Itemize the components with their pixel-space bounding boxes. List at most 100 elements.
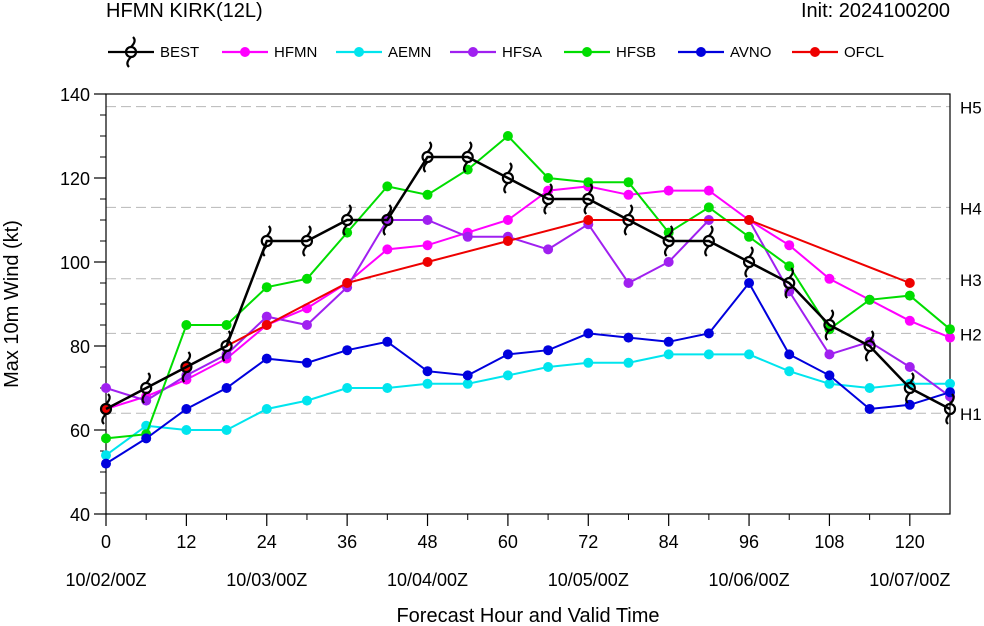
series-avno-point — [502, 349, 513, 360]
series-best-point-arm-top — [265, 225, 272, 237]
series-hfsa-line — [105, 219, 951, 402]
series-avno-point — [784, 349, 795, 360]
x-tick-label-84: 84 — [659, 532, 679, 552]
series-avno-point — [141, 433, 152, 444]
series-avno-point — [543, 345, 554, 356]
x-tick-label-0: 0 — [101, 532, 111, 552]
legend-item-best: BEST — [108, 36, 199, 68]
legend-item-best-marker-arm-bottom — [126, 56, 132, 68]
legend-item-hfmn-label: HFMN — [274, 44, 317, 61]
series-ofcl-point — [502, 236, 513, 246]
series-aemn-point — [342, 383, 353, 393]
series-best-point-arm-bottom — [262, 245, 268, 257]
series-best-point-arm-bottom — [101, 413, 107, 425]
series-avno-point — [221, 383, 232, 393]
series-best-point — [220, 330, 233, 362]
series-best-point — [783, 267, 796, 299]
series-best-point-arm-bottom — [905, 392, 911, 404]
series-best-point — [461, 141, 474, 173]
series-best-point-arm-bottom — [342, 224, 348, 236]
x-tick-label-96: 96 — [739, 532, 759, 552]
series-aemn-point — [824, 378, 835, 389]
legend-item-best-marker — [124, 36, 138, 68]
legend-item-best-marker-arm-top — [130, 36, 136, 48]
series-hfsa-point — [462, 231, 473, 242]
series-best-point — [662, 225, 675, 257]
series-best-point-arm-bottom — [663, 245, 670, 257]
series-best-point — [582, 183, 595, 215]
series-avno-point — [663, 336, 674, 347]
legend-item-aemn-label: AEMN — [388, 44, 431, 61]
series-hfmn-point — [623, 189, 634, 200]
series-best-point-arm-top — [909, 372, 915, 384]
series-hfsb-point — [181, 320, 192, 330]
series-best-point-arm-top — [426, 141, 433, 153]
series-best-point-arm-bottom — [864, 350, 871, 362]
series-hfsa-point — [543, 244, 554, 255]
series-hfsb-point — [221, 320, 232, 330]
series-ofcl-point — [904, 278, 915, 288]
y-tick-label-100: 100 — [60, 253, 90, 273]
legend-item-aemn-marker — [354, 47, 364, 57]
series-hfsa-point — [261, 311, 272, 322]
series-best-point-arm-bottom — [422, 161, 429, 173]
legend-item-hfsa: HFSA — [450, 44, 542, 61]
legend-item-hfmn: HFMN — [222, 44, 317, 61]
series-aemn-point — [864, 383, 875, 393]
series-aemn-point — [543, 362, 554, 372]
category-label-h4: H4 — [960, 199, 982, 218]
series-avno-point — [301, 357, 312, 368]
legend-item-hfsa-marker — [468, 47, 478, 57]
series-aemn — [101, 349, 955, 461]
legend-item-ofcl-label: OFCL — [844, 44, 884, 61]
series-hfsb-point — [623, 177, 634, 188]
x-tick-label-120: 120 — [895, 532, 925, 552]
init-label: Init: 2024100200 — [801, 0, 950, 22]
series-best-point — [341, 204, 354, 236]
series-best-point — [99, 393, 113, 425]
series-hfsb-point — [261, 282, 272, 293]
series-best-point — [903, 372, 916, 404]
series-hfsa-point — [623, 278, 634, 288]
series-hfsb-point — [744, 231, 755, 242]
series-ofcl-point — [744, 215, 755, 225]
series-aemn-point — [663, 349, 674, 360]
category-label-h5: H5 — [960, 99, 982, 118]
series-best-point-arm-bottom — [181, 371, 188, 383]
x-axis-label: Forecast Hour and Valid Time — [396, 605, 659, 626]
series-best-point — [140, 372, 153, 404]
series-hfsb-line — [105, 134, 951, 440]
series-best-point-arm-top — [386, 204, 393, 216]
series-aemn-point — [422, 378, 433, 389]
y-tick-label-140: 140 — [60, 85, 90, 105]
date-label-96: 10/06/00Z — [709, 570, 790, 590]
series-best-point-arm-top — [507, 162, 513, 174]
date-label-120: 10/07/00Z — [869, 570, 950, 590]
series-best-point-arm-top — [145, 372, 151, 384]
series-best-point — [300, 225, 314, 257]
x-tick-label-24: 24 — [257, 532, 277, 552]
series-hfmn-point — [382, 244, 393, 255]
series-hfsb-point — [301, 273, 312, 284]
series-best-point-arm-top — [708, 225, 714, 237]
date-label-72: 10/05/00Z — [548, 570, 629, 590]
chart-title: HFMN KIRK(12L) — [106, 0, 263, 22]
series-avno-point — [623, 332, 634, 343]
y-tick-label-120: 120 — [60, 169, 90, 189]
series-best-point — [421, 141, 434, 173]
series-avno-point — [583, 328, 594, 339]
series-best-point-arm-top — [587, 183, 593, 195]
series-ofcl-point — [342, 278, 353, 288]
series-aemn-point — [703, 349, 714, 360]
series-avno-point — [422, 366, 433, 377]
series-aemn-point — [784, 366, 795, 377]
series-hfmn-point — [824, 273, 835, 284]
series-hfsb-point — [101, 433, 111, 444]
series-hfsa-point — [904, 362, 915, 372]
legend-item-ofcl-marker — [810, 47, 820, 57]
series-hfmn-line — [105, 185, 951, 410]
series-aemn-point — [462, 378, 473, 389]
x-tick-label-12: 12 — [176, 532, 196, 552]
date-label-48: 10/04/00Z — [387, 570, 468, 590]
series-best-point-arm-bottom — [543, 203, 549, 215]
